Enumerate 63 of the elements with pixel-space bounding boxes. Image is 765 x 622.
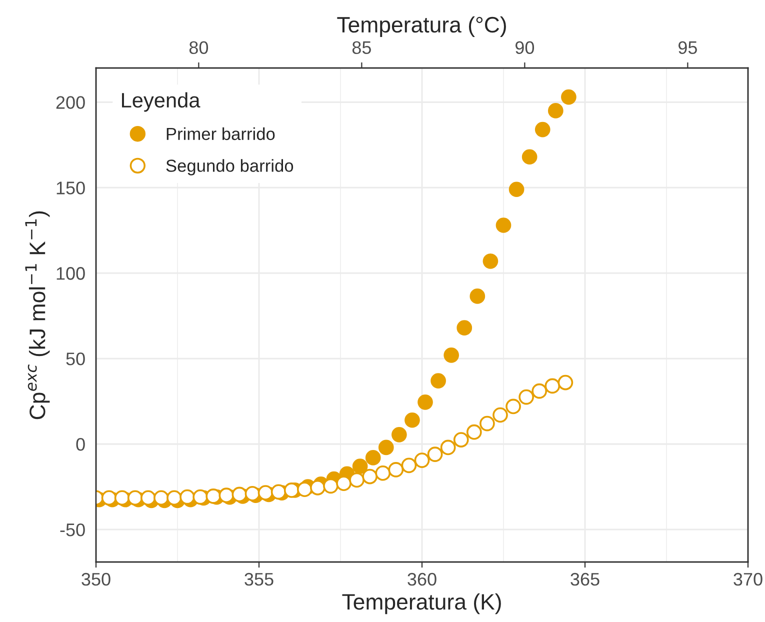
- point: [388, 462, 404, 478]
- point: [496, 218, 512, 233]
- y-tick-label: 150: [56, 182, 85, 194]
- point: [392, 426, 407, 442]
- point: [444, 347, 460, 363]
- x-tick-label: 355: [244, 572, 274, 586]
- point: [296, 482, 312, 498]
- point: [418, 394, 433, 410]
- point: [154, 490, 169, 506]
- point: [492, 407, 508, 423]
- y-tick-label: -50: [60, 523, 85, 536]
- point: [378, 440, 394, 456]
- point: [404, 412, 420, 428]
- point: [534, 122, 550, 138]
- point: [561, 89, 576, 105]
- y-tick-label: 200: [56, 96, 85, 109]
- point: [466, 424, 482, 440]
- point: [522, 149, 538, 165]
- point: [166, 490, 182, 506]
- point: [430, 373, 446, 388]
- point: [508, 182, 524, 198]
- point: [375, 465, 391, 481]
- point: [506, 398, 521, 414]
- point: [192, 489, 208, 505]
- point: [482, 253, 498, 269]
- point: [101, 490, 117, 506]
- legend-label: Segundo barrido: [166, 159, 294, 176]
- point: [180, 489, 195, 505]
- point: [453, 432, 469, 448]
- point: [284, 482, 300, 498]
- point: [365, 450, 381, 466]
- x2-tick-label: 85: [352, 41, 371, 54]
- x2-tick-label: 80: [189, 41, 208, 54]
- point: [440, 440, 456, 456]
- point: [480, 416, 495, 432]
- x-tick-label: 350: [82, 572, 110, 586]
- legend-title: Leyenda: [122, 92, 200, 112]
- point: [548, 103, 564, 118]
- x2-tick-label: 90: [515, 41, 534, 54]
- point: [518, 389, 534, 405]
- x-tick-label: 360: [408, 572, 436, 586]
- legend-label: Primer barrido: [166, 127, 275, 140]
- x-tick-label: 370: [734, 572, 762, 586]
- point: [352, 458, 368, 474]
- point: [427, 446, 443, 462]
- point: [532, 383, 548, 399]
- point: [456, 320, 472, 336]
- point: [470, 288, 486, 304]
- y-tick-label: 50: [66, 352, 85, 366]
- y-axis-title: Cp$^{exc}$ (kJ mol$^{−1}$ K$^{−1}$): [25, 211, 50, 420]
- point: [323, 478, 338, 494]
- point: [310, 480, 326, 496]
- point: [401, 458, 417, 474]
- point: [558, 374, 574, 390]
- y-tick-label: 100: [56, 267, 85, 280]
- x2-tick-label: 95: [678, 41, 697, 54]
- x-tick-label: 365: [570, 572, 600, 586]
- y-tick-label: 0: [76, 438, 85, 451]
- point: [544, 378, 560, 394]
- x2-axis-title: Temperatura (°C): [337, 16, 506, 38]
- point: [336, 476, 352, 492]
- point: [414, 452, 430, 468]
- x-axis-title: Temperatura (K): [342, 593, 501, 614]
